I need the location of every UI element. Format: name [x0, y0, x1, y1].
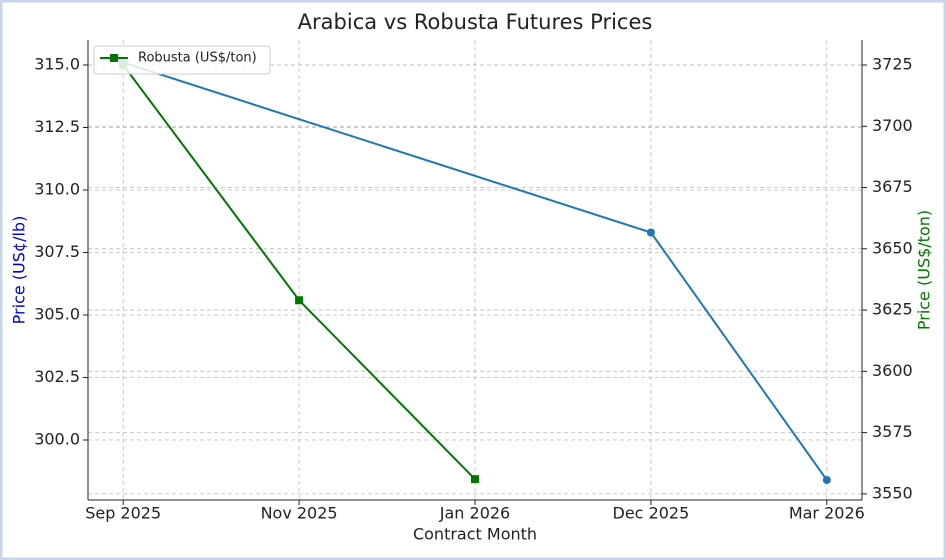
y-tick-label: 307.5 — [34, 242, 80, 261]
point — [471, 475, 479, 484]
y2-tick-label: 3550 — [872, 483, 913, 502]
y-tick-label: 300.0 — [34, 430, 80, 449]
x-tick-label: Mar 2026 — [789, 504, 865, 523]
x-tick-label: Jan 2026 — [439, 504, 510, 523]
y2-axis-label: Price (US$/ton) — [915, 210, 934, 330]
legend-label: Robusta (US$/ton) — [138, 51, 257, 66]
y2-tick-label: 3725 — [872, 54, 913, 73]
point — [295, 296, 304, 305]
y-tick-label: 310.0 — [34, 180, 80, 199]
x-tick-label: Nov 2025 — [261, 504, 338, 523]
y2-tick-label: 3700 — [872, 116, 913, 135]
y-tick-label: 312.5 — [34, 117, 80, 136]
legend-box — [93, 45, 271, 75]
y2-tick-label: 3625 — [872, 300, 913, 319]
x-tick-label: Dec 2025 — [613, 504, 690, 523]
y2-tick-label: 3575 — [872, 422, 913, 441]
x-axis-label: Contract Month — [413, 525, 537, 544]
y-tick-label: 305.0 — [34, 305, 80, 324]
y-tick-label: 315.0 — [34, 55, 80, 74]
y-axis-label: Price (US¢/lb) — [10, 216, 29, 325]
y-tick-label: 302.5 — [34, 367, 80, 386]
point — [646, 228, 655, 237]
y2-tick-label: 3600 — [872, 361, 913, 380]
chart-title: Arabica vs Robusta Futures Prices — [298, 10, 653, 34]
legend-marker — [110, 54, 118, 62]
x-tick-label: Sep 2025 — [85, 504, 161, 523]
y2-tick-label: 3650 — [872, 238, 913, 257]
legend: Robusta (US$/ton) — [93, 45, 271, 75]
y2-tick-label: 3675 — [872, 177, 913, 196]
point — [822, 476, 831, 484]
